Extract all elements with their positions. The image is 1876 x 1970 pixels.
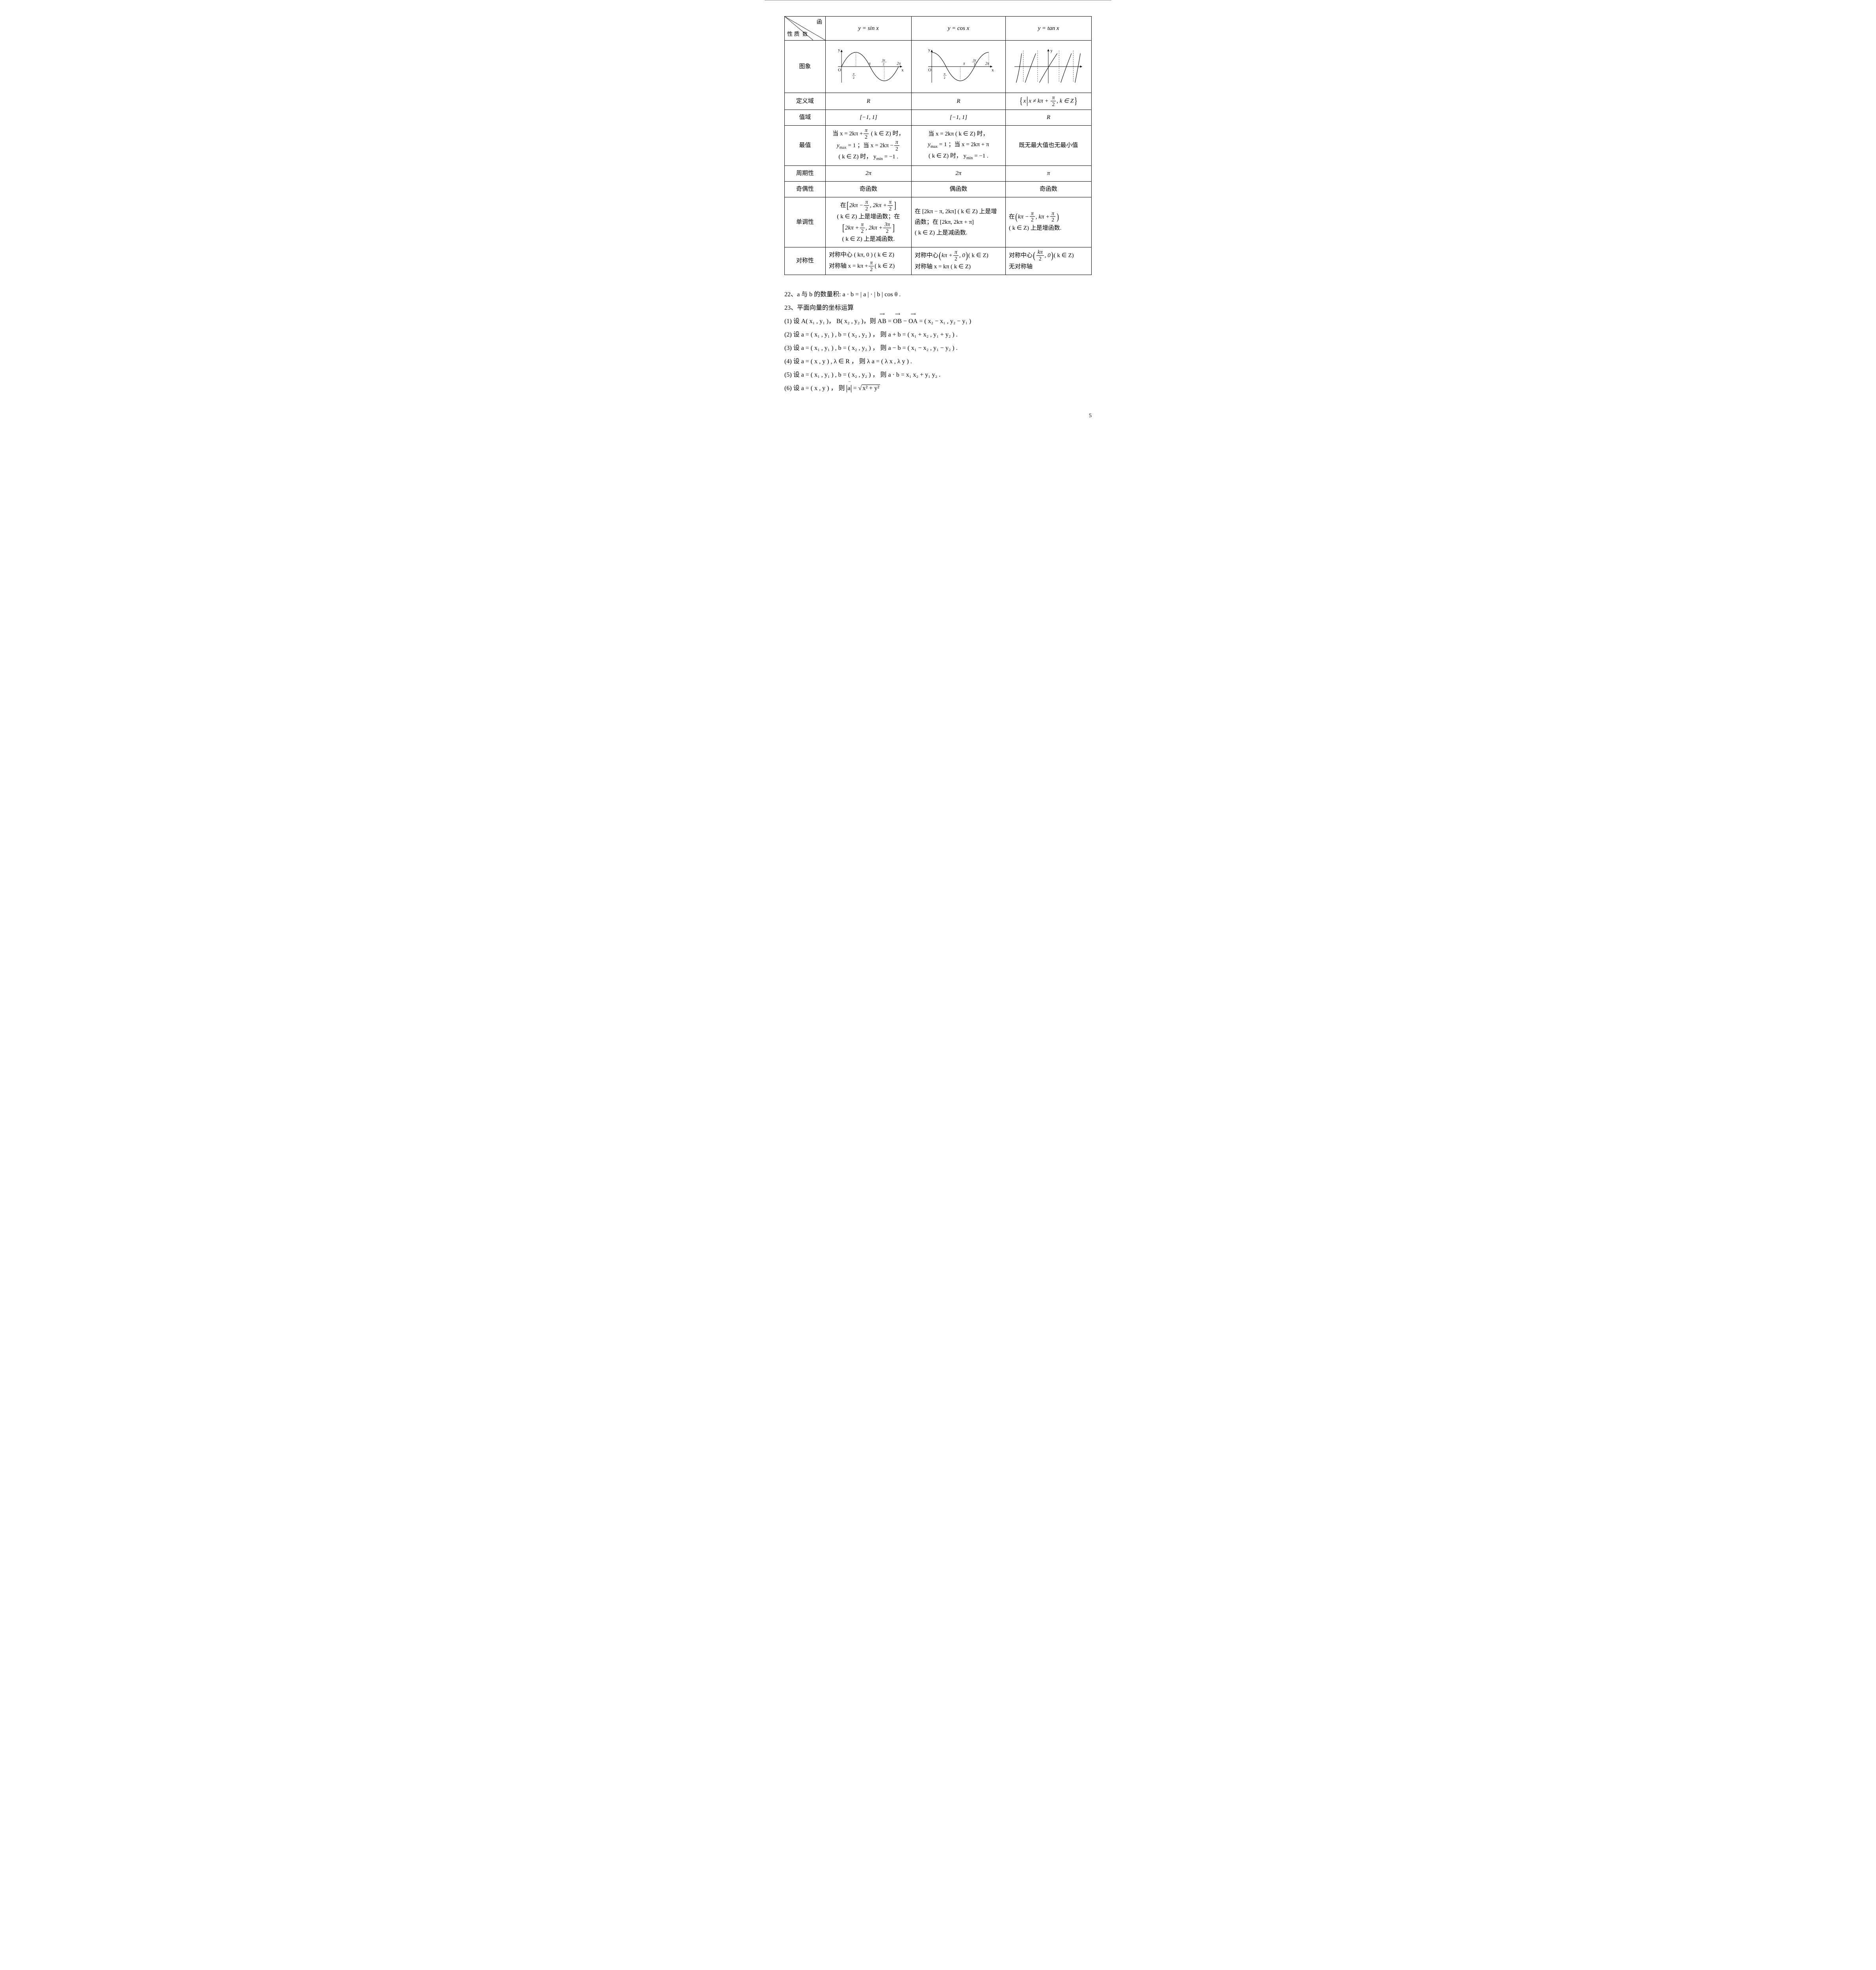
row-symmetry: 对称性 对称中心 ( kπ, 0 ) ( k ∈ Z) 对称轴 x = kπ +… <box>785 247 1092 275</box>
period-sin: 2π <box>825 166 911 182</box>
sin-graph: y x O π 2π π 2 3π 2 <box>831 46 906 87</box>
row-sym-label: 对称性 <box>785 247 826 275</box>
mono-tan: 在(kπ −π2, kπ +π2) ( k ∈ Z) 上是增函数. <box>1005 197 1091 247</box>
parity-cos: 偶函数 <box>911 182 1005 197</box>
note-22: 22、a 与 b 的数量积: a · b = | a | · | b | cos… <box>784 288 1092 301</box>
svg-text:O: O <box>928 68 931 72</box>
sym-tan: 对称中心(kπ2, 0)( k ∈ Z) 无对称轴 <box>1005 247 1091 275</box>
row-domain: 定义域 R R {xx ≠ kπ + π2, k ∈ Z} <box>785 93 1092 110</box>
sym-sin: 对称中心 ( kπ, 0 ) ( k ∈ Z) 对称轴 x = kπ +π2( … <box>825 247 911 275</box>
extrema-sin: 当 x = 2kπ +π2 ( k ∈ Z) 时， ymax = 1 ；当 x … <box>825 126 911 166</box>
svg-text:3π: 3π <box>973 58 977 62</box>
diag-bottom-label: 性 质 <box>787 30 800 39</box>
period-cos: 2π <box>911 166 1005 182</box>
tan-graph-cell: y <box>1005 41 1091 93</box>
period-tan: π <box>1005 166 1091 182</box>
diag-top-label: 函 <box>817 17 822 27</box>
col-cos-head: y = cos x <box>911 17 1005 41</box>
range-tan: R <box>1005 110 1091 126</box>
note-23-5: (5) 设 a = ( x₁ , y₁ ) , b = ( x₂ , y₂ ) … <box>784 369 1092 381</box>
svg-text:2: 2 <box>853 76 854 80</box>
col-tan-head: y = tan x <box>1005 17 1091 41</box>
note-23-6: (6) 设 a = ( x , y ) ， 则 →a = √x² + y² <box>784 382 1092 395</box>
svg-text:x: x <box>992 68 994 72</box>
svg-text:π: π <box>853 72 855 76</box>
range-cos: [−1, 1] <box>911 110 1005 126</box>
row-parity: 奇偶性 奇函数 偶函数 奇函数 <box>785 182 1092 197</box>
svg-text:2: 2 <box>974 62 975 66</box>
notes-section: 22、a 与 b 的数量积: a · b = | a | · | b | cos… <box>784 288 1092 395</box>
table-header-row: 函 数 性 质 y = sin x y = cos x y = tan x <box>785 17 1092 41</box>
row-range: 值域 [−1, 1] [−1, 1] R <box>785 110 1092 126</box>
extrema-tan: 既无最大值也无最小值 <box>1005 126 1091 166</box>
diag-header-cell: 函 数 性 质 <box>785 17 826 41</box>
row-extrema: 最值 当 x = 2kπ +π2 ( k ∈ Z) 时， ymax = 1 ；当… <box>785 126 1092 166</box>
note-23-1: (1) 设 A( x₁ , y₁ )， B( x₂ , y₂ )，则 ⟶AB =… <box>784 315 1092 328</box>
row-monotonic: 单调性 在[2kπ −π2, 2kπ +π2] ( k ∈ Z) 上是增函数；在… <box>785 197 1092 247</box>
svg-text:π: π <box>869 61 871 66</box>
row-graph-label: 图象 <box>785 41 826 93</box>
domain-tan: {xx ≠ kπ + π2, k ∈ Z} <box>1005 93 1091 110</box>
svg-text:y: y <box>1051 48 1053 53</box>
range-sin: [−1, 1] <box>825 110 911 126</box>
row-parity-label: 奇偶性 <box>785 182 826 197</box>
domain-cos: R <box>911 93 1005 110</box>
parity-sin: 奇函数 <box>825 182 911 197</box>
row-mono-label: 单调性 <box>785 197 826 247</box>
row-graph: 图象 y x O π 2π π 2 3π 2 <box>785 41 1092 93</box>
note-23-3: (3) 设 a = ( x₁ , y₁ ) , b = ( x₂ , y₂ ) … <box>784 342 1092 355</box>
svg-text:y: y <box>928 48 931 52</box>
extrema-cos: 当 x = 2kπ ( k ∈ Z) 时， ymax = 1 ；当 x = 2k… <box>911 126 1005 166</box>
svg-text:π: π <box>963 61 966 66</box>
row-period-label: 周期性 <box>785 166 826 182</box>
svg-text:3π: 3π <box>882 58 886 62</box>
note-23-2: (2) 设 a = ( x₁ , y₁ ) , b = ( x₂ , y₂ ) … <box>784 329 1092 341</box>
svg-text:O: O <box>838 68 841 72</box>
svg-text:2: 2 <box>883 62 884 66</box>
trig-properties-table: 函 数 性 质 y = sin x y = cos x y = tan x 图象… <box>784 16 1092 275</box>
domain-sin: R <box>825 93 911 110</box>
svg-text:x: x <box>902 68 904 72</box>
sym-cos: 对称中心(kπ +π2, 0)( k ∈ Z) 对称轴 x = kπ ( k ∈… <box>911 247 1005 275</box>
note-23-4: (4) 设 a = ( x , y ) , λ ∈ R ， 则 λ a = ( … <box>784 355 1092 368</box>
tan-graph: y <box>1011 46 1086 87</box>
svg-text:2π: 2π <box>897 61 901 66</box>
svg-text:y: y <box>838 48 841 52</box>
note-23: 23、平面向量的坐标运算 <box>784 302 1092 314</box>
row-period: 周期性 2π 2π π <box>785 166 1092 182</box>
col-sin-head: y = sin x <box>825 17 911 41</box>
row-range-label: 值域 <box>785 110 826 126</box>
row-domain-label: 定义域 <box>785 93 826 110</box>
svg-text:π: π <box>944 72 946 76</box>
page: 函 数 性 质 y = sin x y = cos x y = tan x 图象… <box>765 0 1111 427</box>
parity-tan: 奇函数 <box>1005 182 1091 197</box>
row-extrema-label: 最值 <box>785 126 826 166</box>
cos-graph-cell: y x O π 2π π 2 3π 2 <box>911 41 1005 93</box>
svg-text:2: 2 <box>944 76 945 80</box>
cos-graph: y x O π 2π π 2 3π 2 <box>921 46 996 87</box>
diag-mid-label: 数 <box>802 30 808 39</box>
mono-cos: 在 [2kπ − π, 2kπ] ( k ∈ Z) 上是增 函数；在 [2kπ,… <box>911 197 1005 247</box>
mono-sin: 在[2kπ −π2, 2kπ +π2] ( k ∈ Z) 上是增函数；在 [2k… <box>825 197 911 247</box>
sin-graph-cell: y x O π 2π π 2 3π 2 <box>825 41 911 93</box>
page-number: 5 <box>1089 413 1092 419</box>
svg-text:2π: 2π <box>985 61 990 66</box>
